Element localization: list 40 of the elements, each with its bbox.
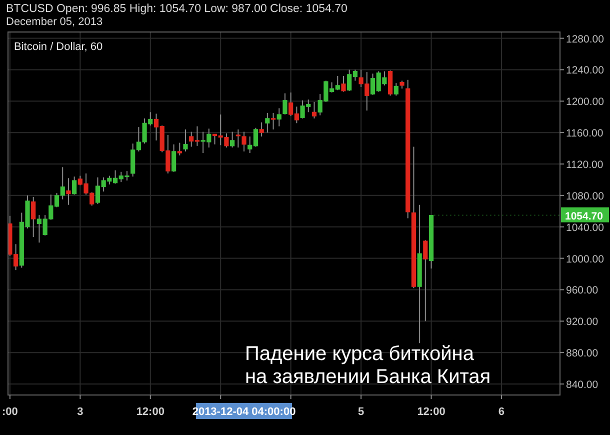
y-tick-label: 920.00 xyxy=(566,316,598,328)
candlestick xyxy=(394,82,398,96)
y-tick-label: 1000.00 xyxy=(566,253,604,266)
candlestick xyxy=(282,92,288,115)
candlestick xyxy=(259,122,264,137)
x-tick-label: 12:00 xyxy=(136,406,164,418)
candlestick xyxy=(171,144,176,172)
candlestick xyxy=(312,101,317,119)
y-tick-label: 1240.00 xyxy=(566,64,604,77)
annotation: 1054.70 xyxy=(565,210,604,222)
candlestick xyxy=(183,128,188,152)
candlestick xyxy=(423,240,428,322)
x-tick-label: 5 xyxy=(358,406,364,418)
candlestick xyxy=(177,142,182,156)
annotation: Падение курса биткойна на заявлении Банка Китая xyxy=(245,343,491,388)
y-tick-label: 1080.00 xyxy=(566,190,604,202)
candlestick xyxy=(72,176,77,196)
x-tick-label: 12:00 xyxy=(417,406,446,418)
y-tick-label: 1280.00 xyxy=(566,33,604,46)
y-tick-label: 1200.00 xyxy=(566,96,604,108)
candlestick xyxy=(230,131,235,148)
chart-title: BTCUSD Open: 996.85 High: 1054.70 Low: 987.00 Close: 1054.70 xyxy=(6,3,348,15)
annotation: Bitcoin / Dollar, 60 xyxy=(14,41,103,53)
y-tick-label: 840.00 xyxy=(566,379,598,391)
candlestick xyxy=(341,76,346,92)
candlestick xyxy=(31,196,36,238)
candlestick xyxy=(276,108,282,127)
candlestick xyxy=(388,70,393,96)
y-tick-label: 1040.00 xyxy=(566,222,604,234)
x-tick-label: 6 xyxy=(498,406,505,418)
y-tick-label: 880.00 xyxy=(566,348,598,360)
candlestick xyxy=(66,178,71,206)
y-tick-label: 1120.00 xyxy=(566,159,604,171)
y-tick-label: 960.00 xyxy=(566,284,598,297)
chart-subtitle: December 05, 2013 xyxy=(6,16,103,28)
candlestick xyxy=(270,112,276,130)
candlestick xyxy=(265,112,270,134)
y-tick-label: 1160.00 xyxy=(566,128,604,140)
x-tick-label: :00 xyxy=(2,406,18,418)
x-tick-label: 3 xyxy=(77,406,84,418)
